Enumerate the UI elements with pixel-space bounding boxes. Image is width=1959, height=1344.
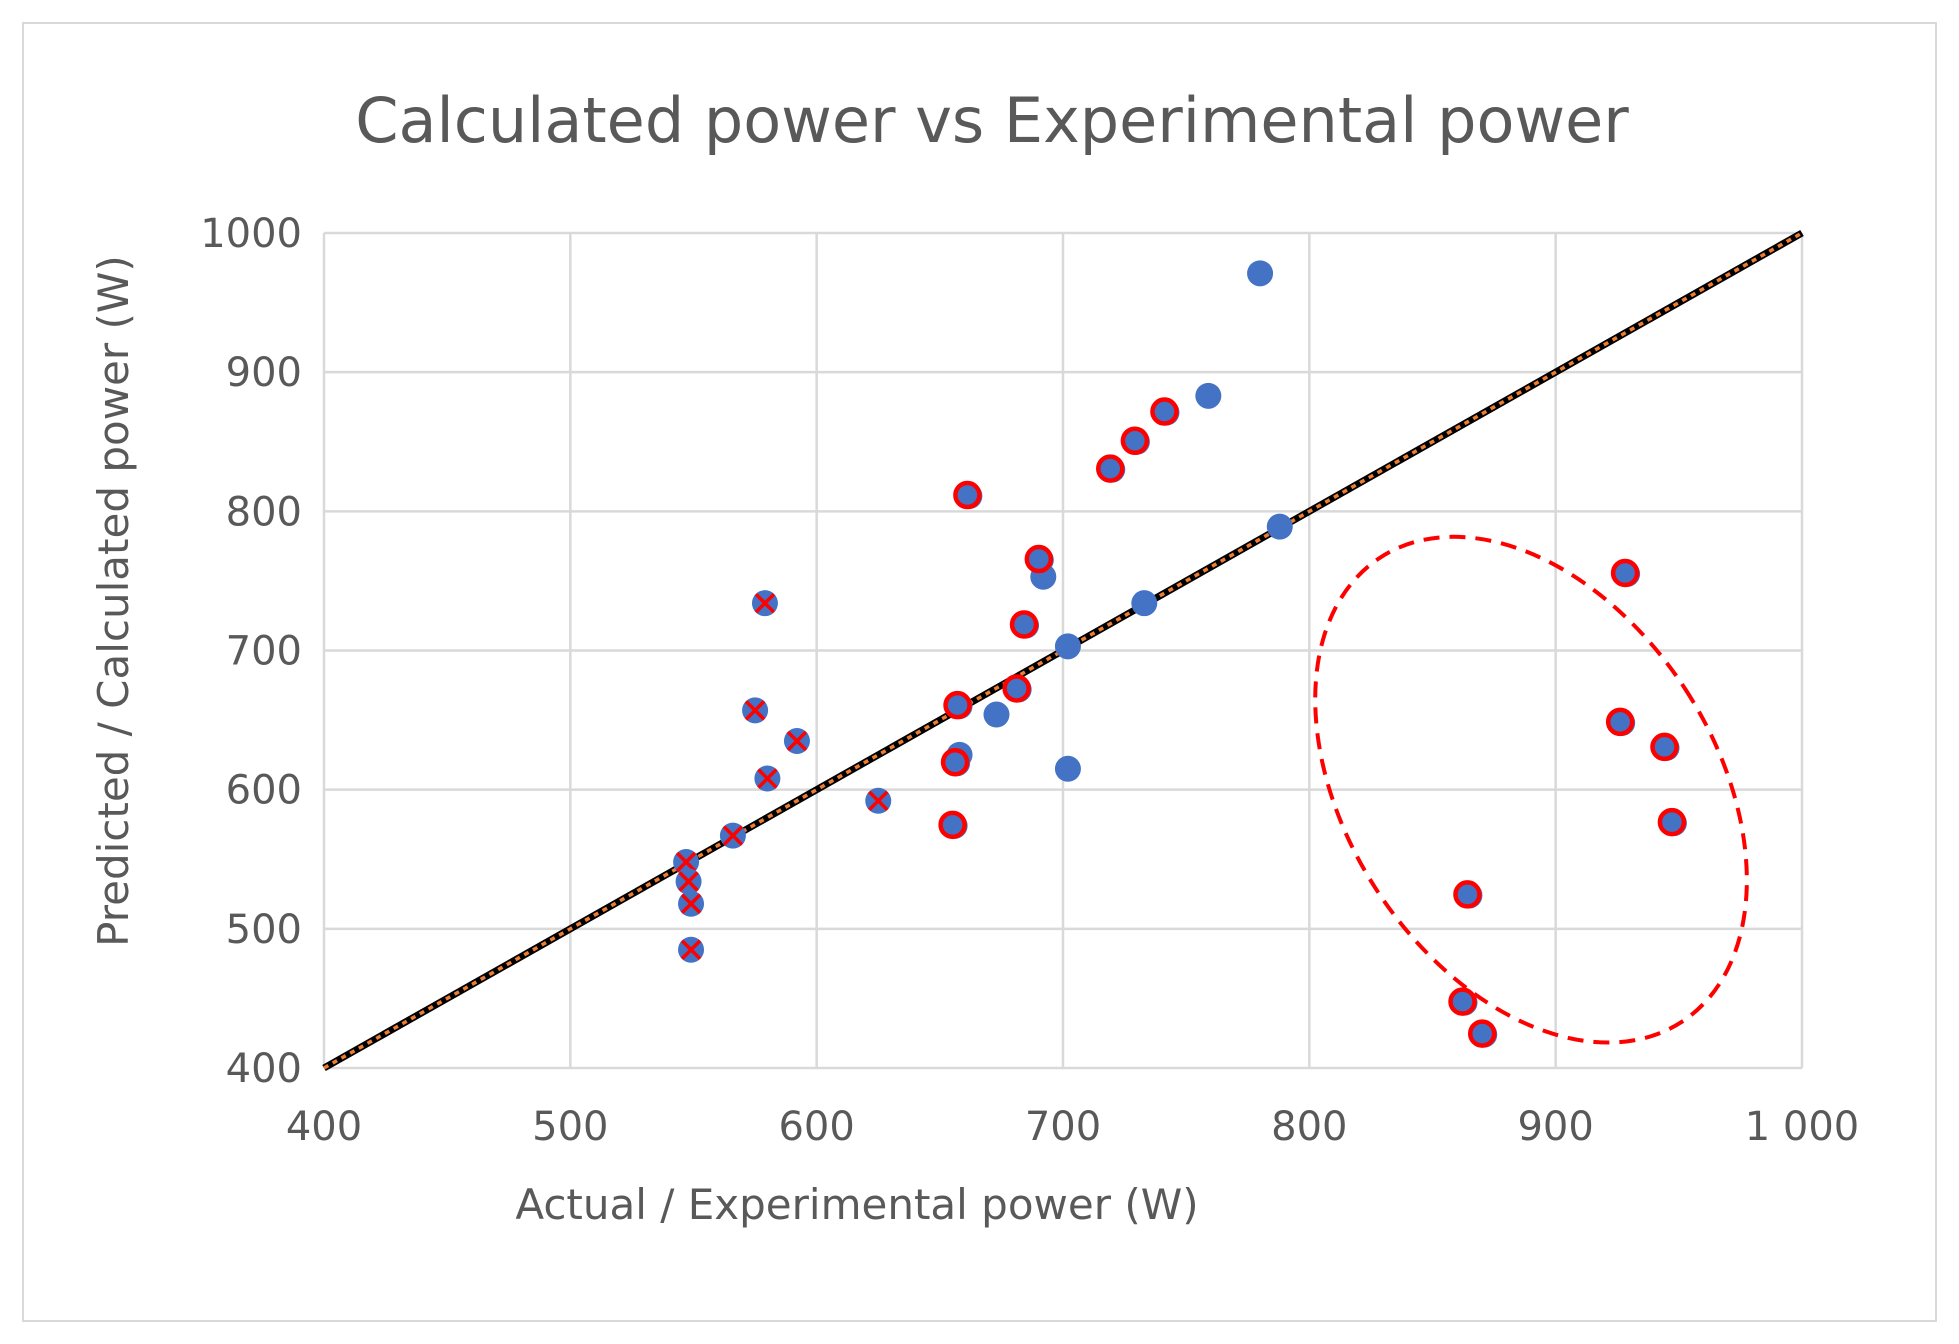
- x-tick-label: 500: [532, 1104, 608, 1150]
- point-cross-b: [678, 871, 699, 892]
- data-point: [1467, 1019, 1498, 1048]
- annotation-layer: [1313, 534, 1749, 1045]
- reference-line-dots: [323, 231, 1803, 1070]
- x-tick-label: 600: [778, 1104, 854, 1150]
- y-tick-label: 800: [226, 489, 302, 535]
- data-point: [1024, 544, 1054, 574]
- point-ring: [1009, 610, 1039, 639]
- y-tick-label: 900: [226, 350, 302, 396]
- point-ring: [1002, 674, 1031, 703]
- point-marker: [1247, 260, 1274, 287]
- point-cross-b: [744, 700, 766, 721]
- point-marker: [1195, 382, 1222, 409]
- data-point: [943, 690, 973, 720]
- point-marker: [1054, 755, 1081, 782]
- data-point: [1453, 880, 1483, 909]
- y-axis-title: Predicted / Calculated power (W): [89, 255, 138, 947]
- data-point: [940, 747, 971, 777]
- point-cross-b: [757, 768, 778, 789]
- data-point: [1131, 590, 1158, 617]
- data-point: [953, 480, 983, 510]
- y-tick-label: 700: [226, 629, 302, 675]
- data-point: [1610, 558, 1641, 588]
- data-point: [1605, 707, 1636, 737]
- point-cross-b: [754, 592, 776, 614]
- point-ring: [1024, 544, 1054, 574]
- point-ring: [940, 747, 970, 777]
- y-tick-label: 600: [226, 768, 302, 814]
- x-tick-label: 800: [1271, 1104, 1347, 1150]
- data-point: [983, 701, 1010, 728]
- point-cross-b: [680, 939, 702, 960]
- point-cross-b: [868, 790, 889, 812]
- data-point: [678, 890, 705, 917]
- data-point: [1009, 610, 1040, 639]
- point-marker: [1266, 513, 1293, 540]
- point-marker: [1054, 633, 1081, 660]
- point-marker: [1131, 590, 1158, 617]
- data-point: [938, 810, 968, 840]
- data-point: [1096, 454, 1126, 483]
- data-points: [673, 260, 1687, 1048]
- point-ring: [1650, 732, 1679, 762]
- data-point: [754, 765, 781, 792]
- data-point: [1247, 260, 1274, 287]
- data-point: [1195, 382, 1222, 409]
- point-ring: [943, 690, 972, 720]
- data-point: [1002, 674, 1032, 703]
- data-point: [742, 697, 769, 724]
- x-tick-label: 400: [286, 1104, 362, 1150]
- y-tick-label: 500: [226, 907, 302, 953]
- data-point: [1120, 426, 1150, 455]
- data-point: [719, 822, 746, 849]
- y-tick-label: 400: [226, 1046, 302, 1092]
- data-point: [678, 936, 705, 963]
- point-ring: [1605, 707, 1635, 737]
- data-point: [751, 590, 778, 617]
- point-marker: [983, 701, 1010, 728]
- y-tick-label: 1000: [200, 211, 302, 257]
- x-tick-label: 700: [1025, 1104, 1101, 1150]
- point-ring: [1657, 807, 1687, 837]
- data-point: [1054, 755, 1081, 782]
- data-point: [1054, 633, 1081, 660]
- x-tick-label: 1 000: [1745, 1104, 1860, 1150]
- tick-labels: 400 500 600 700 800 900 1 000 400 500 600 700 800 90…: [200, 211, 1859, 1150]
- data-point: [675, 868, 702, 895]
- point-cross-b: [680, 893, 702, 915]
- data-point: [783, 727, 810, 754]
- scatter-chart: Calculated power vs Experimental power 4…: [89, 84, 1859, 1229]
- data-point: [1266, 513, 1293, 540]
- outlier-ellipse: [1313, 534, 1749, 1045]
- chart-frame: Calculated power vs Experimental power 4…: [22, 22, 1937, 1322]
- x-tick-label: 900: [1517, 1104, 1593, 1150]
- point-ring: [1610, 558, 1640, 588]
- point-ring: [953, 480, 982, 510]
- point-ring: [1150, 397, 1179, 426]
- data-point: [1448, 987, 1478, 1016]
- data-point: [865, 787, 892, 814]
- point-ring: [1467, 1019, 1497, 1048]
- point-ring: [1096, 454, 1125, 483]
- chart-title: Calculated power vs Experimental power: [355, 84, 1629, 157]
- point-ring: [938, 810, 967, 840]
- data-point: [1657, 807, 1687, 837]
- point-cross-b: [786, 730, 808, 752]
- point-cross-b: [722, 825, 744, 846]
- x-axis-title: Actual / Experimental power (W): [515, 1180, 1198, 1229]
- point-cross-b: [675, 851, 697, 873]
- point-ring: [1453, 880, 1482, 909]
- data-point: [1650, 732, 1680, 762]
- data-point: [673, 849, 700, 876]
- point-ring: [1448, 987, 1477, 1016]
- data-point: [1150, 397, 1180, 426]
- point-ring: [1120, 426, 1150, 455]
